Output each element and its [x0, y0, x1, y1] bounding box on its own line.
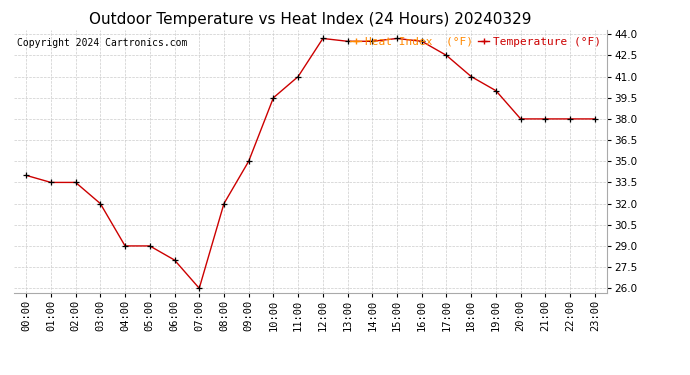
Title: Outdoor Temperature vs Heat Index (24 Hours) 20240329: Outdoor Temperature vs Heat Index (24 Ho…	[89, 12, 532, 27]
Text: Copyright 2024 Cartronics.com: Copyright 2024 Cartronics.com	[17, 38, 187, 48]
Legend: Heat Index  (°F), Temperature (°F): Heat Index (°F), Temperature (°F)	[346, 32, 605, 51]
